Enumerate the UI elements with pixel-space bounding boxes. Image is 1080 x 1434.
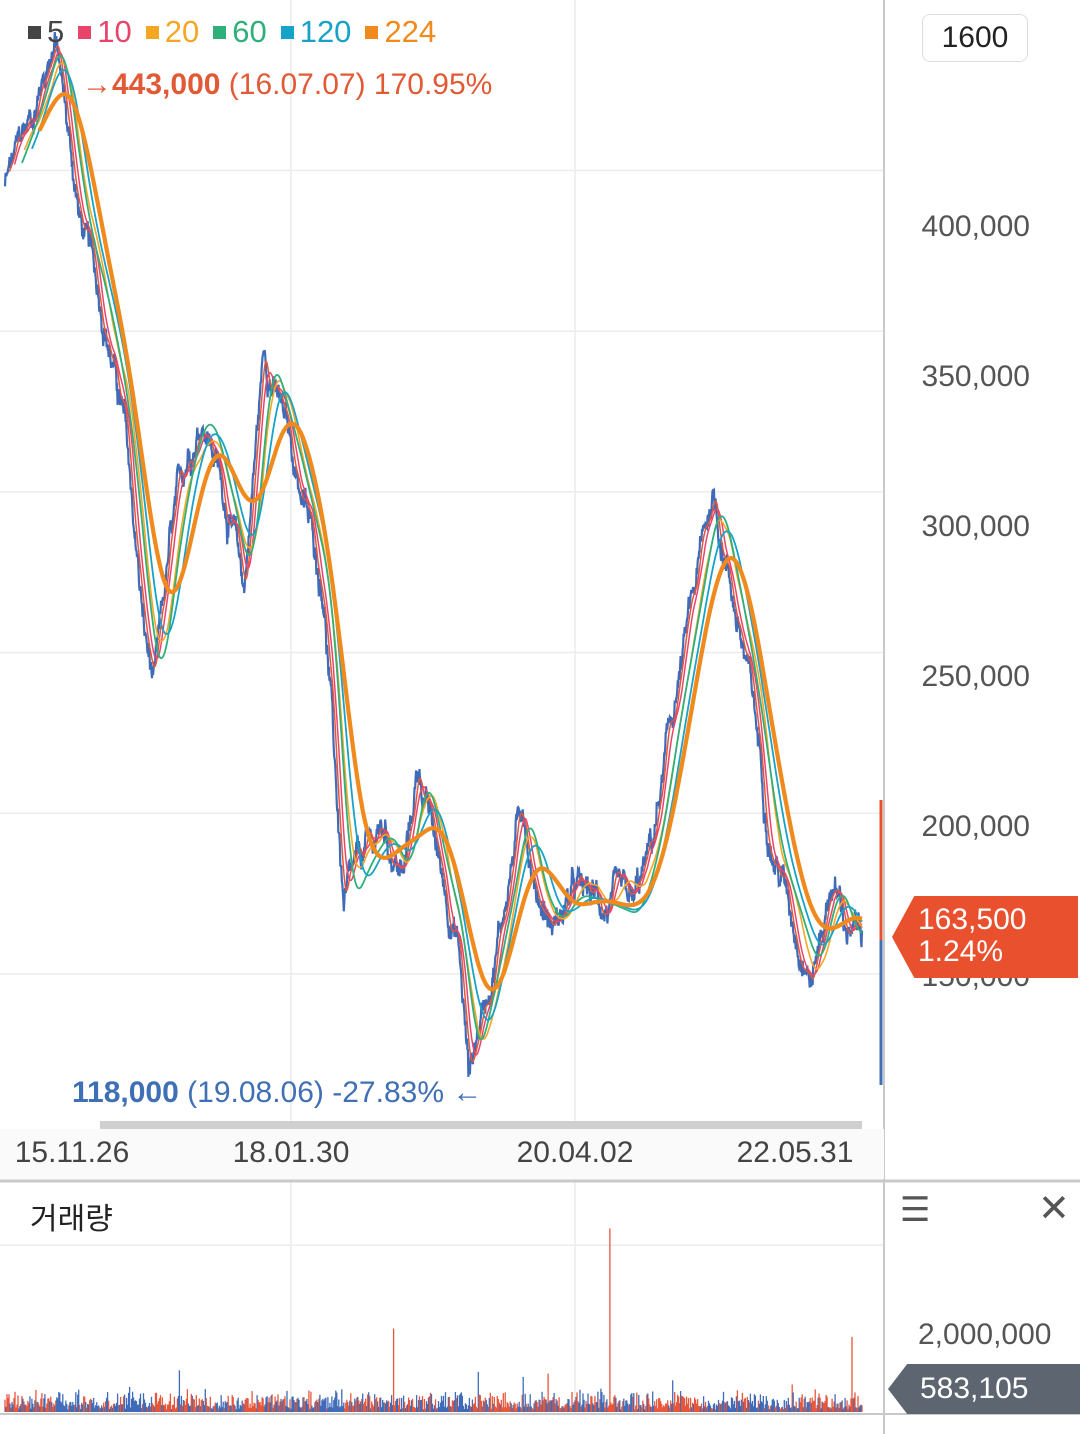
x-tick-label: 22.05.31 [736,1136,854,1169]
legend-item[interactable]: 5 [28,14,64,50]
volume-title: 거래량 [30,1203,113,1236]
y-tick-label: 300,000 [921,510,1030,543]
x-axis-band [0,1129,884,1179]
legend-swatch [145,25,159,39]
current-volume-tag: 583,105 [888,1364,1080,1414]
period-selector[interactable]: 1600 [922,14,1028,62]
high-date: (16.07.07) [228,68,366,101]
legend-item[interactable]: 10 [78,14,132,50]
legend-swatch [213,25,227,39]
legend-label: 224 [384,14,437,49]
current-change: 1.24% [918,935,1004,968]
ma-legend: 5 10 20 60 120 224 [28,14,436,50]
legend-swatch [28,25,41,39]
legend-item[interactable]: 20 [145,14,200,50]
chart-grid [0,0,884,1414]
legend-swatch [78,25,92,39]
x-tick-label: 18.01.30 [232,1136,350,1169]
legend-label: 10 [97,14,132,49]
legend-item[interactable]: 224 [365,14,436,50]
legend-label: 60 [232,14,267,49]
low-pct: -27.83% [332,1076,444,1109]
legend-label: 120 [299,14,352,49]
low-annotation: 118,000 (19.08.06) -27.83% ← [72,1076,482,1110]
legend-swatch [280,25,294,39]
legend-label: 20 [164,14,200,49]
current-price-tag: 163,500 1.24% [892,896,1078,978]
low-arrow-icon: ← [452,1076,483,1109]
ma-10-line [13,51,863,1056]
horizontal-scrollbar[interactable] [100,1121,862,1129]
legend-label: 5 [47,14,65,49]
x-tick-label: 15.11.26 [14,1136,130,1169]
close-icon[interactable]: ✕ [1038,1188,1070,1230]
high-arrow-icon: → [82,68,112,101]
legend-item[interactable]: 120 [280,14,352,50]
low-price: 118,000 [72,1076,179,1109]
current-price: 163,500 [918,903,1027,936]
high-pct: 170.95% [373,68,493,101]
ma-120-line [31,69,863,1021]
legend-swatch [365,25,379,39]
menu-icon[interactable]: ☰ [900,1191,931,1229]
ma-224-line [37,92,864,992]
volume-bars [4,1228,863,1412]
legend-item[interactable]: 60 [213,14,267,50]
y-tick-label: 200,000 [921,810,1030,843]
y-tick-label: 350,000 [921,360,1030,393]
y-tick-label: 250,000 [921,660,1030,693]
x-tick-label: 20.04.02 [516,1136,634,1169]
moving-averages [8,45,864,1063]
volume-y-tick-label: 2,000,000 [918,1318,1052,1351]
ma-20-line [23,62,863,1040]
y-tick-label: 400,000 [921,210,1030,243]
low-date: (19.08.06) [187,1076,324,1109]
high-price: 443,000 [112,68,221,101]
high-annotation: →443,000 (16.07.07) 170.95% [82,68,492,102]
